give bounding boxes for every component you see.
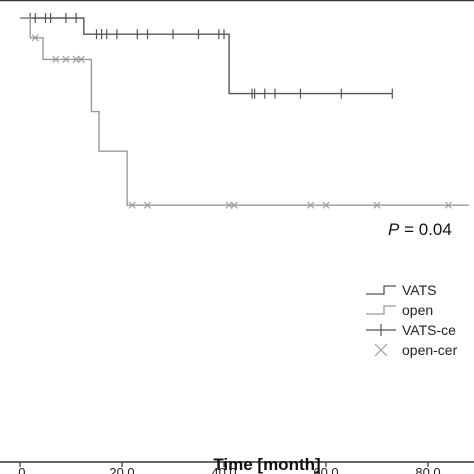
p-value-annotation: P = 0.04 [388,220,452,239]
x-tick-label: 20.0 [109,465,134,474]
x-tick-label: 40.0 [211,465,236,474]
series-open-censor-mark-stroke-b [52,55,60,63]
series-open-censor-mark-stroke-b [72,55,80,63]
series-open-censor-mark-stroke-b [444,201,452,209]
series-open-censor-mark [373,201,381,209]
series-open-censor-mark [62,55,70,63]
series-open-censor-mark [52,55,60,63]
series-open-censor-mark-stroke-b [230,201,238,209]
series-open-censor-mark-stroke-b [143,201,152,209]
series-vats-line [20,17,393,95]
p-value-label: P [388,220,400,239]
legend-swatch [366,285,396,295]
series-open-censor-mark-stroke-b [307,201,315,209]
legend-entry-vats-ce: VATS-ce [366,322,456,338]
series-open-censor-mark-stroke-b [77,55,85,63]
legend-swatch-mark [374,343,388,357]
series-open-line [20,17,469,206]
legend-entry-vats: VATS [366,282,437,298]
series-open-censor-mark [128,201,136,209]
p-value-number: 0.04 [419,220,452,239]
series-open-censor-mark [225,201,233,209]
legend-label: open [402,302,433,318]
series-open [20,17,469,209]
legend-swatch-mark-stroke-b [374,343,388,357]
series-open-censor-mark [31,34,39,42]
legend-entry-open-cer: open-cer [374,342,458,358]
series-open-censor-mark-stroke-b [62,55,70,63]
series-open-censor-mark-stroke-b [225,201,233,209]
legend-swatch [366,305,396,315]
series-open-censor-mark [77,55,85,63]
x-tick-label: .0 [15,465,26,474]
x-tick-label: 60.0 [313,465,338,474]
series-open-censor-mark [322,201,330,209]
legend: VATS open VATS-ce open-cer [366,282,458,358]
series-vats [20,13,393,99]
series-open-censor-mark [72,55,80,63]
series-open-censor-mark-stroke-b [128,201,136,209]
x-axis-ticks: .0 20.0 40.0 60.0 80.0 [15,462,441,474]
p-value-operator: = [399,220,418,239]
legend-label: open-cer [402,342,458,358]
x-tick-label: 80.0 [415,465,440,474]
legend-label: VATS [402,282,437,298]
series-open-censor-mark [444,201,452,209]
series-open-censor-mark-stroke-b [322,201,330,209]
legend-entry-open: open [366,302,433,318]
legend-label: VATS-ce [402,322,456,338]
series-open-censor-mark [230,201,238,209]
x-axis-title: Time [month] [213,455,320,474]
series-open-censor-mark-stroke-b [31,34,39,42]
plot-frame [0,0,474,463]
series-open-censor-mark [307,201,315,209]
series-open-censor-mark [143,201,152,209]
series-layer [20,13,469,209]
series-open-censor-mark-stroke-b [373,201,381,209]
